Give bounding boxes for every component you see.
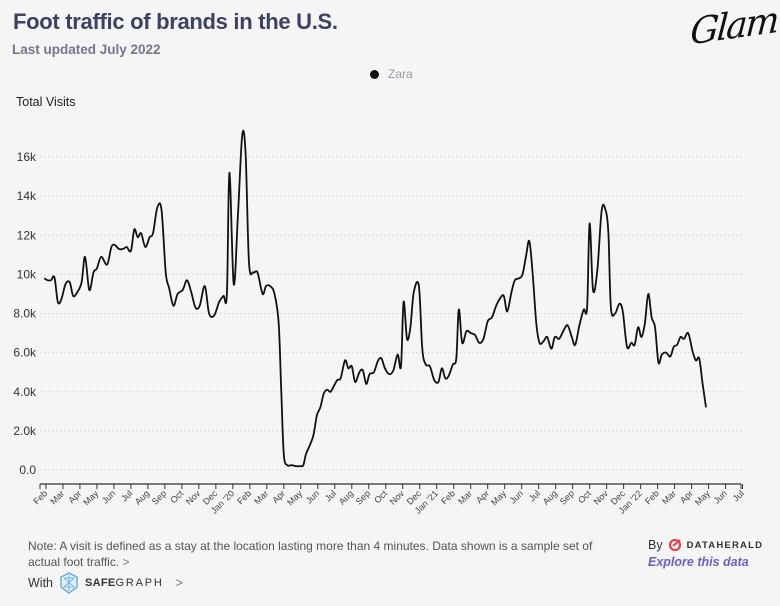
footer-note[interactable]: Note: A visit is defined as a stay at th… bbox=[28, 538, 608, 570]
x-tick-label: May bbox=[81, 488, 100, 507]
y-tick-label: 4.0k bbox=[13, 385, 37, 399]
x-tick-label: Jul bbox=[731, 488, 746, 503]
by-label: By bbox=[648, 538, 663, 552]
chart-title: Foot traffic of brands in the U.S. bbox=[13, 9, 338, 34]
x-tick-label: Apr bbox=[66, 488, 83, 505]
safegraph-wordmark: SAFEGRAPH bbox=[85, 577, 164, 589]
x-tick-label: Mar bbox=[48, 488, 66, 506]
y-tick-label: 12k bbox=[17, 228, 37, 242]
safegraph-chevron-icon[interactable]: > bbox=[175, 576, 183, 590]
x-tick-label: Oct bbox=[372, 488, 389, 505]
x-tick-label: Jul bbox=[527, 488, 542, 503]
y-axis-ticks: 0.0 2.0k 4.0k 6.0k 8.0k 10k 12k 14k 16k bbox=[13, 150, 37, 477]
note-text: Note: A visit is defined as a stay at th… bbox=[28, 539, 593, 569]
x-tick-label: Apr bbox=[270, 488, 287, 505]
y-tick-label: 2.0k bbox=[13, 424, 37, 438]
dataherald-wordmark: DATAHERALD bbox=[686, 539, 764, 551]
y-tick-label: 14k bbox=[17, 189, 37, 203]
x-tick-label: Aug bbox=[541, 488, 559, 506]
x-tick-label: Mar bbox=[456, 488, 474, 506]
legend[interactable]: Zara bbox=[370, 67, 413, 81]
x-tick-label: Oct bbox=[168, 488, 185, 505]
y-tick-label: 8.0k bbox=[13, 307, 37, 321]
grid-lines bbox=[40, 156, 742, 471]
x-tick-label: May bbox=[693, 488, 712, 507]
x-tick-label: Aug bbox=[337, 488, 355, 506]
x-tick-label: Sep bbox=[354, 488, 372, 506]
x-tick-label: Oct bbox=[576, 488, 593, 505]
x-tick-label: Mar bbox=[660, 488, 678, 506]
x-tick-label: Feb bbox=[235, 488, 253, 506]
x-tick-label: Jun bbox=[712, 488, 729, 505]
x-tick-label: Jul bbox=[119, 488, 134, 503]
legend-marker-zara bbox=[370, 69, 379, 79]
with-label: With bbox=[28, 576, 53, 590]
legend-label-zara[interactable]: Zara bbox=[388, 67, 413, 81]
explore-data-link[interactable]: Explore this data bbox=[648, 555, 749, 569]
x-tick-label: Jul bbox=[323, 488, 338, 503]
x-tick-label: Apr bbox=[474, 488, 491, 505]
x-tick-label: Nov bbox=[592, 488, 611, 507]
x-tick-label: Nov bbox=[388, 488, 407, 507]
x-tick-label: Feb bbox=[439, 488, 457, 506]
x-tick-label: May bbox=[489, 488, 508, 507]
x-tick-label: Sep bbox=[150, 488, 168, 506]
chart-subtitle: Last updated July 2022 bbox=[12, 42, 161, 57]
x-tick-label: Apr bbox=[678, 488, 695, 505]
x-tick-label: Mar bbox=[252, 488, 270, 506]
series-group bbox=[43, 129, 707, 468]
y-tick-label: 0.0 bbox=[19, 463, 36, 477]
y-tick-label: 10k bbox=[17, 267, 37, 281]
x-tick-label: May bbox=[285, 488, 304, 507]
safegraph-logo-icon bbox=[60, 572, 78, 594]
y-tick-label: 16k bbox=[17, 150, 37, 164]
x-tick-label: Feb bbox=[643, 488, 661, 506]
safegraph-attribution[interactable]: With SAFEGRAPH > bbox=[28, 572, 183, 594]
y-tick-label: 6.0k bbox=[13, 346, 37, 360]
x-tick-label: Jun bbox=[508, 488, 525, 505]
y-axis-title: Total Visits bbox=[16, 95, 76, 109]
x-tick-label: Jun bbox=[100, 488, 117, 505]
x-tick-label: Feb bbox=[31, 488, 49, 506]
note-chevron-icon[interactable]: > bbox=[122, 555, 130, 569]
series-line-zara[interactable] bbox=[43, 129, 707, 468]
dataherald-logo-icon bbox=[668, 539, 681, 551]
x-tick-label: Jun bbox=[304, 488, 321, 505]
x-tick-label: Nov bbox=[184, 488, 203, 507]
x-tick-label: Sep bbox=[558, 488, 576, 506]
dataherald-attribution[interactable]: By DATAHERALD bbox=[648, 538, 763, 552]
x-tick-label: Aug bbox=[133, 488, 151, 506]
